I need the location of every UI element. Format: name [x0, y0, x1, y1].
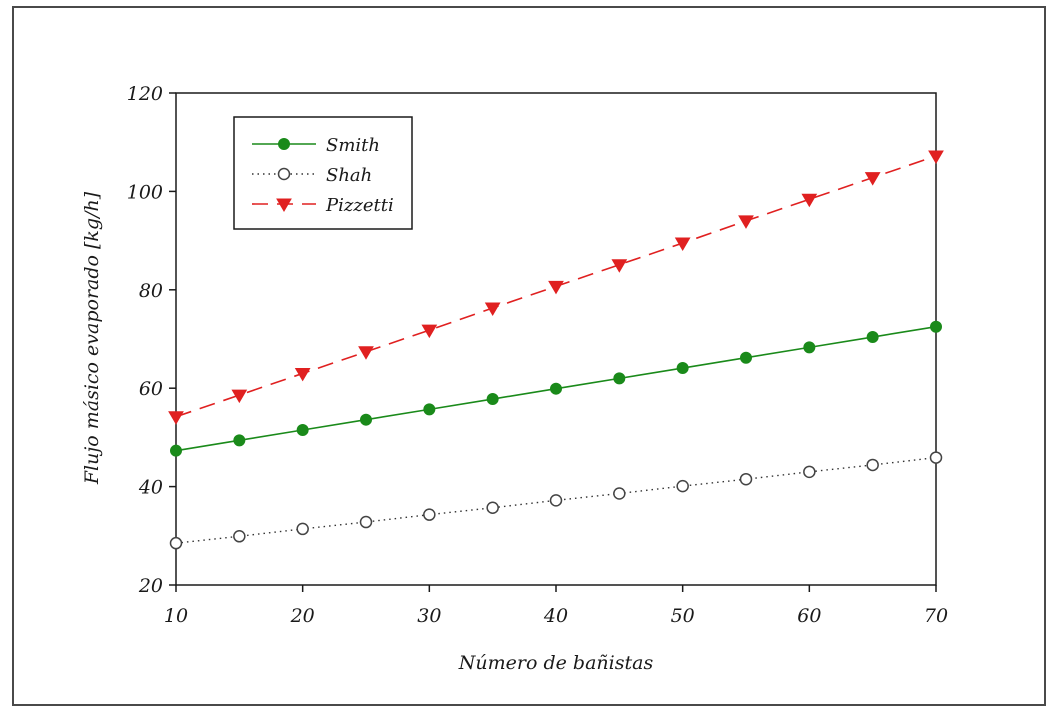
- legend: Smith Shah Pizzetti: [233, 116, 413, 230]
- legend-box: [233, 116, 413, 230]
- data-point-pizzetti: [738, 215, 754, 229]
- data-point-smith: [866, 331, 879, 344]
- data-point-smith: [803, 341, 816, 354]
- legend-label-pizzetti: Pizzetti: [325, 195, 394, 216]
- data-point-pizzetti: [294, 367, 311, 382]
- legend-label-smith: Smith: [326, 135, 380, 156]
- x-tick-label: 30: [417, 605, 441, 627]
- data-point-pizzetti: [611, 259, 628, 273]
- data-point-shah: [169, 536, 183, 550]
- data-point-shah: [803, 465, 816, 479]
- data-point-shah: [486, 501, 499, 515]
- data-point-pizzetti: [928, 150, 944, 164]
- x-tick-label: 60: [797, 605, 821, 627]
- y-axis-title: Flujo másico evaporado [kg/h]: [81, 191, 103, 485]
- data-point-shah: [296, 522, 309, 536]
- y-tick-label: 60: [139, 378, 163, 400]
- data-point-pizzetti: [484, 302, 501, 316]
- data-point-shah: [739, 472, 753, 486]
- data-point-smith: [550, 382, 562, 395]
- data-point-smith: [613, 372, 626, 385]
- data-point-smith: [170, 444, 182, 457]
- data-point-shah: [359, 515, 373, 529]
- data-point-pizzetti: [864, 172, 881, 186]
- data-point-pizzetti: [421, 324, 438, 339]
- y-tick-label: 100: [127, 181, 163, 203]
- data-point-shah: [423, 508, 436, 521]
- data-point-shah: [929, 451, 943, 464]
- x-tick-label: 70: [924, 605, 948, 627]
- data-point-pizzetti: [674, 237, 691, 252]
- data-point-pizzetti: [548, 280, 564, 295]
- legend-marker-shah: [277, 167, 291, 181]
- data-point-smith: [740, 351, 752, 364]
- data-point-shah: [866, 458, 879, 472]
- data-point-shah: [233, 530, 246, 543]
- data-point-pizzetti: [801, 193, 818, 208]
- figure-frame: [12, 6, 1046, 706]
- data-point-smith: [360, 413, 372, 426]
- data-point-smith: [930, 320, 942, 333]
- x-axis-title: Número de bañistas: [458, 652, 654, 674]
- data-point-smith: [233, 434, 246, 447]
- data-point-pizzetti: [358, 346, 374, 360]
- y-tick-label: 40: [138, 477, 163, 499]
- data-point-smith: [486, 393, 499, 406]
- series-layer: [168, 150, 944, 550]
- x-tick-label: 50: [671, 605, 695, 627]
- y-tick-label: 80: [139, 280, 163, 302]
- x-tick-label: 40: [543, 605, 568, 627]
- data-point-shah: [549, 494, 563, 507]
- y-tick-label: 120: [127, 83, 163, 105]
- data-point-smith: [676, 362, 689, 375]
- y-tick-label: 20: [138, 575, 163, 597]
- x-tick-label: 10: [164, 605, 188, 627]
- data-point-pizzetti: [231, 389, 248, 404]
- legend-marker-smith: [278, 138, 290, 150]
- legend-label-shah: Shah: [326, 165, 372, 186]
- data-point-smith: [296, 424, 309, 437]
- x-tick-label: 20: [290, 605, 315, 627]
- data-point-shah: [613, 487, 626, 500]
- data-point-shah: [676, 479, 689, 493]
- data-point-pizzetti: [168, 411, 184, 425]
- legend-marker-pizzetti: [276, 198, 292, 212]
- data-point-smith: [423, 403, 436, 416]
